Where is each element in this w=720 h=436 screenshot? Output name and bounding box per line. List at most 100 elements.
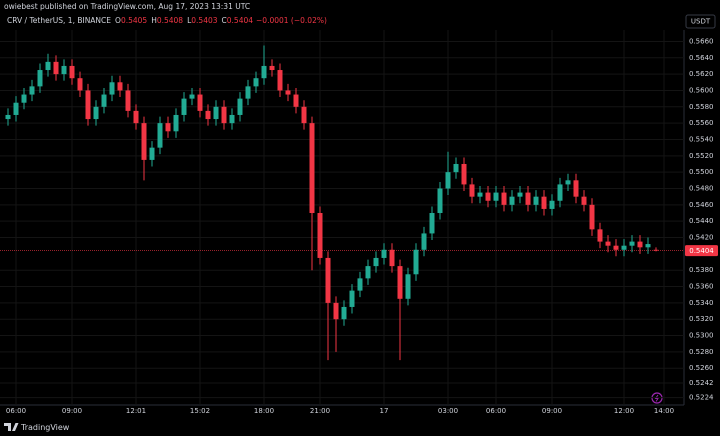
y-tick-label: 0.5300 — [689, 332, 714, 340]
y-tick-label: 0.5600 — [689, 86, 714, 94]
candle-body — [149, 147, 155, 160]
candle-body — [109, 82, 115, 95]
candle-body — [501, 192, 507, 205]
candle-body — [325, 257, 331, 303]
x-tick-label: 15:02 — [190, 407, 210, 415]
candle-body — [77, 78, 83, 91]
y-tick-label: 0.5560 — [689, 119, 714, 127]
candle-body — [477, 192, 483, 197]
candle-body — [365, 266, 371, 279]
candle-body — [613, 245, 619, 250]
candle-body — [53, 61, 59, 75]
x-tick-label: 12:00 — [614, 407, 634, 415]
candle-body — [597, 229, 603, 242]
candle-body — [117, 82, 123, 91]
y-tick-label: 0.5380 — [689, 266, 714, 274]
candle-body — [581, 196, 587, 205]
y-tick-label: 0.5224 — [689, 394, 714, 402]
candle-body — [629, 241, 635, 246]
candle-body — [317, 213, 323, 258]
candle-body — [293, 94, 299, 107]
y-tick-label: 0.5320 — [689, 315, 714, 323]
candle-body — [309, 123, 315, 214]
current-price-label: 0.5404 — [689, 247, 714, 255]
candle-body — [565, 180, 571, 185]
candle-body — [13, 102, 19, 115]
candle-body — [165, 123, 171, 132]
candle-body — [517, 192, 523, 197]
x-tick-label: 09:00 — [62, 407, 82, 415]
candle-body — [253, 78, 259, 87]
x-tick-label: 06:00 — [6, 407, 26, 415]
currency-box[interactable] — [685, 14, 716, 29]
candle-body — [181, 98, 187, 115]
candle-body — [173, 114, 179, 132]
candle-body — [429, 213, 435, 234]
currency[interactable]: USDT — [691, 18, 711, 26]
x-tick-label: 17 — [380, 407, 389, 415]
y-tick-label: 0.5280 — [689, 348, 714, 356]
legend-value: 0.5403 — [191, 16, 217, 25]
symbol: CRV / TetherUS, 1, BINANCE — [7, 16, 111, 25]
candle-body — [333, 302, 339, 320]
candle-body — [237, 98, 243, 115]
candle-body — [397, 266, 403, 299]
candle-body — [29, 86, 35, 95]
candle-body — [389, 249, 395, 267]
candle-body — [125, 90, 131, 111]
candle-body — [45, 61, 51, 71]
y-tick-label: 0.5640 — [689, 54, 714, 62]
candle-body — [421, 233, 427, 250]
candle-body — [645, 244, 651, 248]
legend: CRV / TetherUS, 1, BINANCE O0.5405 H0.5408… — [7, 16, 327, 25]
legend-value: 0.5404 — [227, 16, 253, 25]
legend-key: L — [187, 16, 192, 25]
candle-body — [349, 290, 355, 307]
candle-body — [509, 196, 515, 205]
x-tick-label: 09:00 — [542, 407, 562, 415]
candle-body — [589, 204, 595, 230]
candle-body — [341, 306, 347, 320]
event-icon-bolt — [654, 394, 659, 402]
x-tick-label: 03:00 — [438, 407, 458, 415]
candle-body — [269, 65, 275, 71]
y-tick-label: 0.5420 — [689, 234, 714, 242]
y-tick-label: 0.5440 — [689, 217, 714, 225]
y-tick-label: 0.5460 — [689, 201, 714, 209]
candle-body — [557, 184, 563, 201]
candle-body — [69, 65, 75, 79]
candle-body — [373, 257, 379, 267]
legend-key: C — [222, 16, 227, 25]
candle-body — [261, 65, 267, 79]
y-tick-label: 0.5540 — [689, 135, 714, 143]
candle-body — [493, 192, 499, 201]
x-tick-label: 12:01 — [126, 407, 146, 415]
candle-body — [5, 114, 11, 120]
candle-body — [413, 249, 419, 275]
legend-key: H — [151, 16, 157, 25]
x-tick-label: 14:00 — [654, 407, 674, 415]
candle-body — [437, 188, 443, 214]
candle-body — [245, 86, 251, 99]
legend-text: CRV / TetherUS, 1, BINANCE O0.5405 H0.5408… — [7, 16, 327, 25]
candle-body — [85, 90, 91, 120]
y-tick-label: 0.5340 — [689, 299, 714, 307]
candle-body — [21, 94, 27, 103]
y-tick-label: 0.5480 — [689, 184, 714, 192]
candle-body — [141, 123, 147, 160]
candle-body — [213, 106, 219, 120]
candle-body — [445, 172, 451, 189]
candle-body — [197, 94, 203, 111]
y-tick-label: 0.5360 — [689, 283, 714, 291]
candle-body — [61, 65, 67, 75]
y-tick-label: 0.5242 — [689, 379, 714, 387]
candle-body — [277, 70, 283, 91]
legend-value: 0.5405 — [121, 16, 147, 25]
candle-body — [605, 241, 611, 246]
x-tick-label: 21:00 — [310, 407, 330, 415]
candle-body — [381, 249, 387, 258]
candle-body — [357, 278, 363, 291]
